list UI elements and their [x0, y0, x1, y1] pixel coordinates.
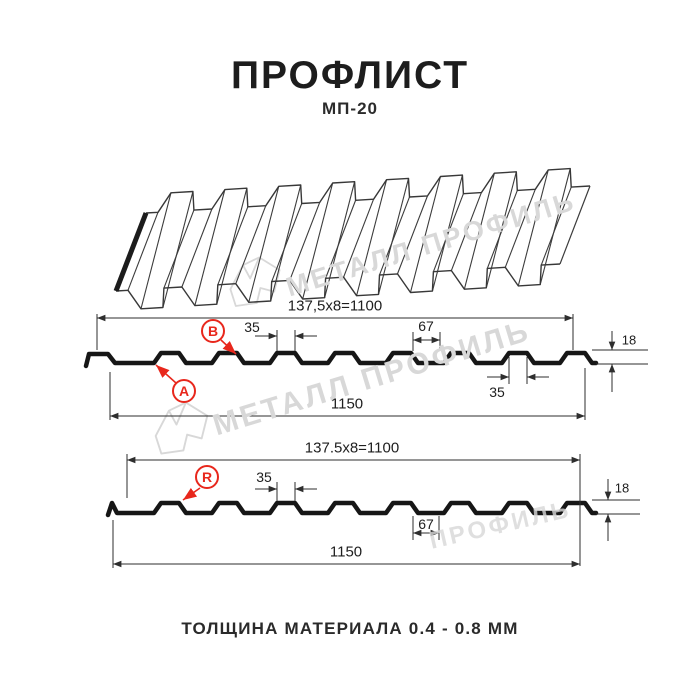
dim-rib-spacing-bottom: 67: [418, 516, 434, 532]
callout-a-letter: A: [178, 383, 190, 399]
material-thickness-note: ТОЛЩИНА МАТЕРИАЛА 0.4 - 0.8 ММ: [181, 619, 519, 638]
dim-total-width-top: 1150: [330, 395, 364, 413]
page-subtitle: МП-20: [322, 99, 378, 118]
dim-profile-height-top: 18: [621, 332, 637, 348]
cross-section-bottom-drawing: [105, 454, 640, 568]
callout-b: B: [201, 319, 225, 343]
dim-rib-top-width-bottom: 35: [256, 469, 272, 485]
dim-rib-bottom-width-top: 35: [489, 384, 505, 400]
sheet-3d-view: [113, 167, 591, 310]
dim-total-width-bottom: 1150: [329, 543, 363, 561]
callout-r-letter: R: [201, 469, 213, 485]
page-title: ПРОФЛИСТ: [230, 54, 470, 97]
callout-b-letter: B: [207, 323, 219, 339]
cross-section-top-drawing: [83, 314, 648, 420]
dim-coverage-width-bottom: 137.5x8=1100: [304, 439, 400, 457]
dim-rib-spacing-top: 67: [418, 318, 434, 334]
callout-a: A: [172, 379, 196, 403]
dim-profile-height-bottom: 18: [614, 480, 630, 496]
callout-r: R: [195, 465, 219, 489]
dim-rib-top-width-top: 35: [244, 319, 260, 335]
dim-coverage-width-top: 137,5x8=1100: [287, 297, 383, 315]
